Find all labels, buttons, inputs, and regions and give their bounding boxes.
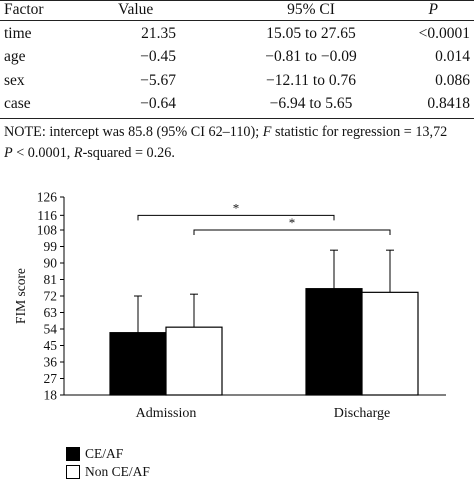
note-f-text: statistic for regression = 13,72 — [271, 124, 448, 140]
y-tick-label: 27 — [44, 371, 58, 386]
row-ci: −6.94 to 5.65 — [269, 95, 353, 112]
row-value: 21.35 — [141, 25, 176, 42]
x-category-label: Admission — [136, 406, 197, 421]
note-f-label: F — [262, 124, 272, 140]
row-p: 0.086 — [435, 72, 470, 89]
y-tick-label: 45 — [44, 338, 58, 353]
significance-bracket — [193, 229, 391, 235]
row-value: −0.64 — [140, 95, 176, 112]
row-factor: case — [4, 95, 31, 112]
significance-bracket — [137, 214, 335, 221]
row-p: <0.0001 — [418, 25, 470, 42]
header-factor: Factor — [4, 1, 44, 18]
legend-swatch-ce-af — [66, 447, 80, 461]
bar-non-ce-af-discharge — [361, 291, 419, 396]
header-p: P — [428, 1, 438, 18]
y-tick-label: 126 — [37, 190, 58, 205]
row-factor: age — [4, 48, 26, 65]
note-p-text: < 0.0001, — [12, 145, 74, 161]
y-tick-label: 116 — [37, 208, 57, 223]
note-prefix: NOTE: intercept was 85.8 (95% CI 62–110)… — [4, 124, 263, 140]
row-value: −0.45 — [140, 48, 176, 65]
legend-label-non-ce-af: Non CE/AF — [85, 464, 150, 479]
y-tick-label: 81 — [44, 272, 58, 287]
y-axis-label: FIM score — [13, 268, 28, 324]
y-tick-label: 108 — [37, 223, 58, 238]
row-ci: −0.81 to −0.09 — [265, 48, 357, 65]
note-r-text: -squared = 0.26. — [82, 145, 175, 161]
row-p: 0.8418 — [427, 95, 470, 112]
bar-ce-af-admission — [109, 332, 167, 396]
y-tick-label: 99 — [44, 239, 58, 254]
significance-star: * — [289, 215, 296, 230]
y-tick-label: 63 — [44, 305, 58, 320]
table-header-rule — [0, 20, 474, 21]
y-tick-label: 90 — [44, 256, 58, 271]
row-ci: −12.11 to 0.76 — [266, 72, 356, 89]
y-tick-label: 18 — [44, 388, 58, 403]
x-category-label: Discharge — [334, 406, 391, 421]
table-note: NOTE: intercept was 85.8 (95% CI 62–110)… — [4, 122, 474, 164]
row-value: −5.67 — [140, 72, 176, 89]
table-top-rule — [0, 0, 474, 1]
row-ci: 15.05 to 27.65 — [266, 25, 356, 42]
note-r-label: R — [73, 145, 83, 161]
y-tick-label: 72 — [44, 289, 58, 304]
header-value: Value — [118, 1, 154, 18]
legend-swatch-non-ce-af — [66, 465, 80, 479]
row-factor: sex — [4, 72, 25, 89]
row-factor: time — [4, 25, 32, 42]
bar-ce-af-discharge — [305, 288, 363, 396]
row-p: 0.014 — [435, 48, 470, 65]
y-tick-label: 36 — [44, 355, 58, 370]
significance-star: * — [233, 200, 240, 215]
y-tick-label: 54 — [44, 322, 58, 337]
note-p-label: P — [4, 145, 13, 161]
header-ci: 95% CI — [287, 1, 335, 18]
legend-label-ce-af: CE/AF — [85, 446, 124, 461]
table-bottom-rule — [0, 118, 474, 119]
bar-non-ce-af-admission — [165, 326, 223, 396]
